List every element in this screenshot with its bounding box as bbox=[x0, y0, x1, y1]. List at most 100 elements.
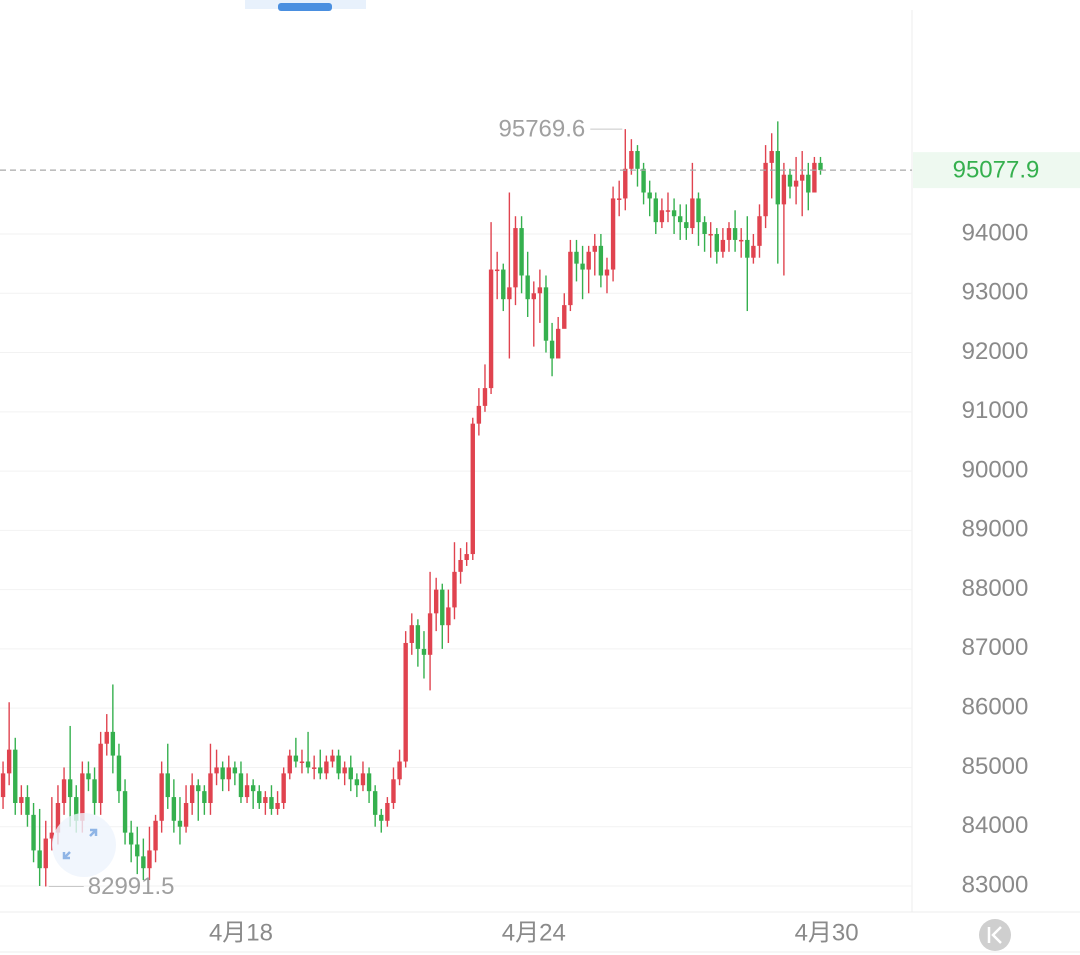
high-label: 95769.6 bbox=[499, 115, 586, 142]
candle-body bbox=[366, 773, 372, 792]
candle-body bbox=[299, 761, 305, 764]
y-tick-label: 87000 bbox=[962, 634, 1029, 661]
candle-body bbox=[568, 251, 573, 306]
x-tick-label: 4月24 bbox=[502, 919, 566, 946]
candle-body bbox=[738, 239, 744, 242]
candle-body bbox=[61, 779, 67, 804]
candle-body bbox=[806, 174, 811, 193]
candle-body bbox=[488, 269, 494, 389]
candle-body bbox=[74, 797, 79, 821]
candle-body bbox=[812, 162, 817, 193]
candle-body bbox=[318, 767, 323, 774]
candle-body bbox=[281, 773, 286, 804]
candle-body bbox=[732, 228, 738, 240]
candle-body bbox=[293, 755, 299, 762]
candle-body bbox=[574, 251, 579, 264]
candle-body bbox=[98, 743, 103, 804]
candle-body bbox=[464, 554, 469, 560]
candle-body bbox=[592, 245, 597, 252]
zoom-button[interactable] bbox=[52, 813, 116, 877]
candle-body bbox=[305, 761, 311, 768]
candle-body bbox=[92, 779, 97, 804]
candle-body bbox=[653, 198, 658, 223]
candle-body bbox=[708, 234, 713, 236]
candle-body bbox=[501, 269, 506, 300]
candle-body bbox=[427, 613, 433, 655]
scroll-icon bbox=[987, 926, 1002, 944]
candle-body bbox=[446, 607, 451, 626]
candle-body bbox=[397, 761, 402, 780]
candle-body bbox=[385, 803, 390, 821]
candle-body bbox=[275, 803, 280, 809]
candle-body bbox=[128, 832, 134, 845]
candle-body bbox=[629, 151, 634, 169]
candle-body bbox=[379, 814, 384, 821]
candle-body bbox=[647, 192, 652, 199]
candle-body bbox=[196, 785, 201, 792]
candle-body bbox=[537, 287, 543, 294]
candle-body bbox=[580, 263, 585, 270]
candle-body bbox=[818, 162, 823, 171]
candle-body bbox=[671, 210, 677, 217]
candle-body bbox=[372, 791, 378, 815]
candle-body bbox=[610, 198, 616, 270]
candle-body bbox=[110, 731, 116, 756]
candle-body bbox=[677, 216, 683, 223]
candle-body bbox=[793, 180, 799, 187]
candle-body bbox=[287, 755, 292, 774]
candle-body bbox=[250, 785, 256, 792]
candle-body bbox=[171, 797, 177, 821]
candle-body bbox=[55, 803, 61, 833]
candle-body bbox=[763, 162, 768, 217]
candle-body bbox=[49, 832, 55, 839]
candle-body bbox=[458, 559, 463, 572]
candle-body bbox=[665, 210, 671, 212]
candle-body bbox=[690, 198, 695, 229]
candle-body bbox=[507, 287, 512, 300]
candle-body bbox=[153, 820, 158, 851]
candle-body bbox=[141, 856, 146, 869]
candle-body bbox=[360, 773, 366, 786]
zoom-icon bbox=[62, 828, 98, 860]
y-tick-label: 90000 bbox=[962, 456, 1029, 483]
candle-body bbox=[604, 269, 610, 276]
candle-body bbox=[324, 761, 329, 774]
y-tick-label: 93000 bbox=[962, 279, 1029, 306]
low-label: 82991.5 bbox=[88, 873, 175, 900]
candle-body bbox=[403, 642, 408, 762]
candle-body bbox=[470, 423, 475, 555]
candle-body bbox=[775, 151, 780, 205]
scroll-button[interactable] bbox=[979, 919, 1011, 951]
candle-body bbox=[714, 234, 719, 252]
candle-body bbox=[159, 773, 164, 821]
candle-body bbox=[391, 779, 396, 804]
candle-body bbox=[116, 755, 122, 792]
candle-body bbox=[67, 779, 73, 798]
candle-body bbox=[147, 850, 152, 869]
candle-body bbox=[409, 625, 414, 643]
candle-body bbox=[531, 293, 536, 300]
candle-body bbox=[165, 773, 170, 798]
candle-body bbox=[214, 767, 219, 774]
candle-body bbox=[238, 773, 244, 798]
candle-body bbox=[257, 791, 262, 804]
candle-body bbox=[6, 749, 12, 774]
candle-body bbox=[208, 773, 213, 804]
candle-body bbox=[476, 405, 482, 424]
candle-body bbox=[336, 755, 341, 774]
candle-body bbox=[543, 287, 549, 341]
tab-indicator[interactable] bbox=[278, 3, 332, 11]
candle-body bbox=[354, 779, 360, 786]
candle-body bbox=[19, 797, 24, 804]
candle-body bbox=[787, 174, 793, 187]
candle-body bbox=[616, 198, 622, 200]
grid bbox=[0, 233, 912, 887]
candle-body bbox=[202, 791, 207, 804]
candle-body bbox=[696, 198, 701, 223]
y-tick-label: 86000 bbox=[962, 694, 1029, 721]
candle-body bbox=[781, 174, 787, 205]
candle-body bbox=[586, 251, 591, 270]
candle-body bbox=[598, 245, 604, 276]
y-tick-label: 83000 bbox=[962, 871, 1029, 898]
candle-body bbox=[13, 749, 18, 804]
